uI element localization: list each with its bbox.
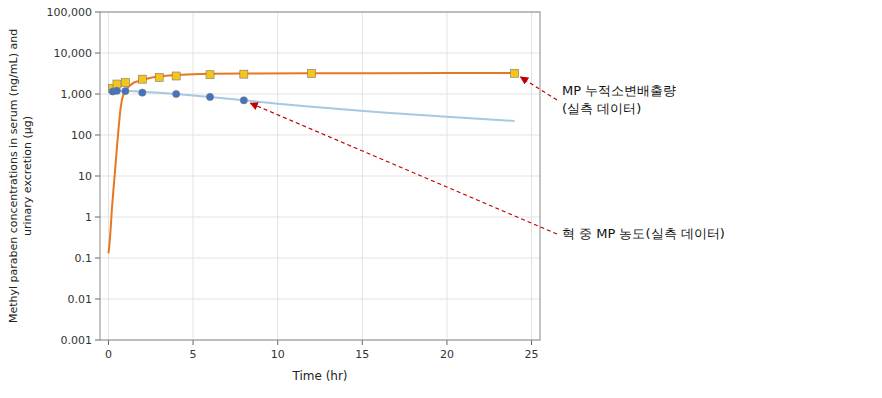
measured-points — [109, 87, 247, 104]
x-tick-label: 15 — [355, 348, 369, 361]
x-tick — [108, 340, 109, 345]
y-grid-line — [100, 299, 540, 300]
annotation-arrow — [250, 103, 557, 234]
grid — [100, 12, 540, 340]
model-line — [108, 91, 514, 121]
x-tick — [446, 340, 447, 345]
y-tick-label: 100,000 — [47, 6, 93, 19]
data-point — [139, 89, 146, 96]
annotation-text: MP 누적소변배출량 — [562, 83, 676, 98]
y-tick — [95, 12, 100, 13]
x-tick-label: 5 — [190, 348, 197, 361]
plot-data — [108, 69, 518, 253]
plot-frame — [100, 12, 540, 340]
y-tick-label: 0.01 — [68, 293, 93, 306]
data-point — [511, 69, 519, 77]
data-point — [206, 71, 214, 79]
x-tick — [277, 340, 278, 345]
y-tick-label: 10 — [78, 170, 92, 183]
y-tick — [95, 217, 100, 218]
y-tick — [95, 258, 100, 259]
annotations: MP 누적소변배출량 (실측 데이터) 혁 중 MP 농도(실측 데이터) — [250, 77, 724, 241]
model-line — [108, 73, 514, 253]
data-point — [173, 90, 180, 97]
annotation-arrow — [521, 77, 557, 100]
y-grid-line — [100, 176, 540, 177]
y-tick — [95, 176, 100, 177]
x-tick-label: 10 — [271, 348, 285, 361]
y-axis-label: Methyl paraben concentrations in serum (… — [7, 29, 34, 323]
data-point — [122, 87, 129, 94]
y-tick — [95, 299, 100, 300]
y-grid-line — [100, 217, 540, 218]
y-grid-line — [100, 258, 540, 259]
y-tick — [95, 94, 100, 95]
y-grid-line — [100, 53, 540, 54]
y-tick — [95, 135, 100, 136]
x-tick — [531, 340, 532, 345]
y-tick-label: 1 — [85, 211, 92, 224]
y-grid-line — [100, 135, 540, 136]
data-point — [240, 70, 248, 78]
data-point — [113, 87, 120, 94]
data-point — [121, 79, 129, 87]
annotation-text: 혁 중 MP 농도(실측 데이터) — [562, 226, 725, 241]
y-tick-label: 1,000 — [61, 88, 93, 101]
y-tick — [95, 340, 100, 341]
y-tick-label: 100 — [71, 129, 92, 142]
measured-points — [109, 69, 519, 92]
x-tick — [362, 340, 363, 345]
x-tick — [193, 340, 194, 345]
y-tick-label: 0.1 — [75, 252, 93, 265]
x-tick-label: 0 — [105, 348, 112, 361]
data-point — [172, 72, 180, 80]
data-point — [113, 80, 121, 88]
data-point — [308, 70, 316, 78]
axes: 0 5 10 15 20 25 0.001 0.01 0.1 1 10 100 1,000 10,000 1… — [47, 6, 541, 361]
y-tick-label: 10,000 — [54, 47, 93, 60]
data-point — [206, 93, 213, 100]
y-tick — [95, 53, 100, 54]
data-point — [155, 73, 163, 81]
data-point — [138, 75, 146, 83]
y-tick-label: 0.001 — [61, 334, 93, 347]
data-point — [240, 97, 247, 104]
annotation-text: (실측 데이터) — [562, 101, 641, 116]
chart: 0 5 10 15 20 25 0.001 0.01 0.1 1 10 100 1,000 10,000 1… — [0, 0, 882, 398]
x-tick-label: 20 — [440, 348, 454, 361]
x-axis-label: Time (hr) — [291, 369, 347, 383]
x-tick-label: 25 — [525, 348, 539, 361]
